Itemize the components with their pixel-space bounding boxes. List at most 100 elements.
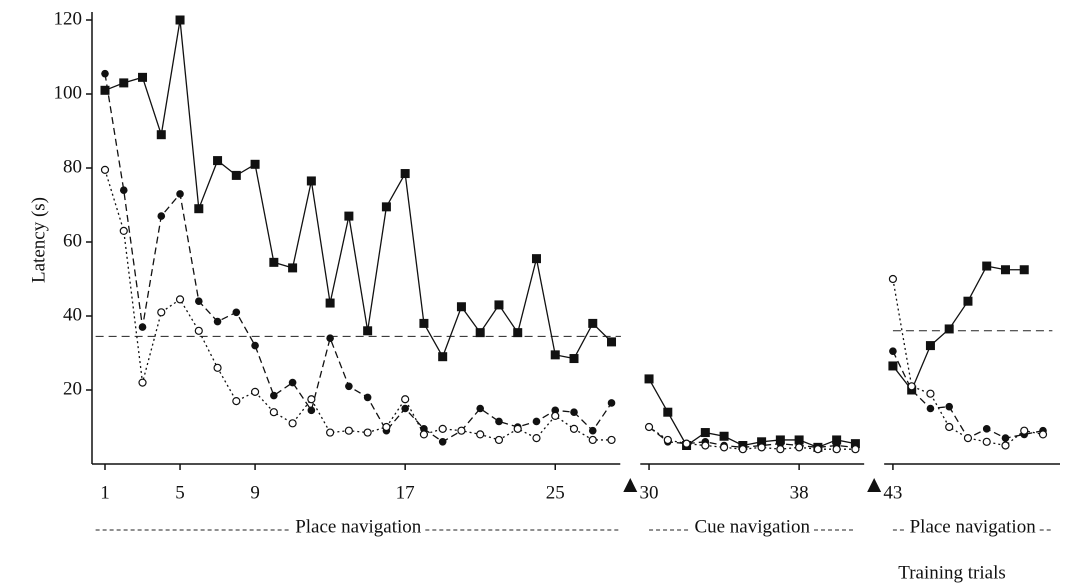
marker	[175, 295, 185, 304]
marker	[945, 422, 954, 432]
marker	[550, 350, 560, 360]
series-line	[104, 73, 1044, 449]
marker	[719, 443, 729, 452]
break-marker	[867, 478, 882, 492]
marker	[157, 308, 166, 317]
phase-label: Place navigation	[910, 516, 1037, 537]
series-line	[104, 19, 1025, 449]
marker	[1038, 430, 1048, 439]
marker	[194, 326, 203, 335]
x-tick-label: 43	[883, 482, 902, 503]
marker	[495, 417, 503, 426]
marker	[644, 422, 654, 432]
marker	[438, 424, 447, 433]
marker	[701, 441, 710, 450]
marker	[1019, 265, 1029, 275]
y-tick-label: 120	[54, 8, 83, 29]
marker	[795, 443, 804, 452]
marker	[457, 426, 466, 435]
marker	[456, 302, 466, 312]
marker	[156, 130, 166, 140]
marker	[889, 347, 897, 355]
marker	[944, 324, 954, 334]
marker	[381, 202, 391, 212]
marker	[231, 170, 241, 180]
marker	[306, 176, 316, 186]
marker	[438, 438, 447, 446]
marker	[851, 445, 860, 454]
marker	[213, 156, 223, 166]
marker	[232, 397, 241, 406]
x-tick-label: 17	[396, 482, 415, 503]
marker	[288, 263, 298, 273]
marker	[194, 204, 204, 214]
marker	[776, 439, 785, 448]
marker	[344, 426, 353, 435]
marker	[794, 435, 804, 445]
marker	[982, 261, 992, 271]
marker	[270, 391, 278, 400]
marker	[345, 382, 353, 391]
y-tick-label: 40	[63, 304, 82, 325]
marker	[1001, 441, 1010, 450]
marker	[419, 430, 429, 439]
marker	[138, 72, 148, 82]
marker	[945, 402, 953, 411]
marker	[551, 406, 560, 415]
marker	[776, 445, 785, 454]
marker	[250, 159, 260, 169]
marker	[644, 374, 654, 384]
phase-label: Place navigation	[295, 516, 422, 537]
marker	[494, 300, 504, 310]
marker	[607, 399, 616, 407]
marker	[588, 435, 597, 445]
marker	[925, 341, 935, 351]
marker	[531, 254, 541, 264]
y-tick-label: 80	[63, 156, 82, 177]
marker	[363, 428, 372, 437]
marker	[438, 352, 448, 362]
marker	[420, 425, 428, 433]
marker	[213, 317, 222, 326]
marker	[700, 428, 710, 438]
marker	[982, 425, 991, 433]
marker	[513, 424, 522, 433]
marker	[738, 445, 747, 454]
marker	[963, 434, 973, 443]
marker	[344, 211, 354, 221]
marker	[1020, 426, 1029, 435]
marker	[551, 411, 560, 420]
marker	[719, 431, 729, 441]
marker	[288, 378, 297, 387]
marker	[663, 435, 672, 445]
marker	[269, 408, 278, 417]
marker	[119, 186, 128, 194]
marker	[682, 439, 691, 448]
marker	[363, 326, 373, 336]
marker	[326, 334, 334, 343]
y-axis-label: Latency (s)	[28, 197, 49, 283]
marker	[101, 69, 109, 78]
marker	[532, 434, 541, 443]
marker	[401, 404, 409, 413]
marker	[588, 318, 598, 328]
marker	[401, 395, 410, 404]
marker	[832, 445, 841, 454]
marker	[138, 323, 147, 331]
marker	[269, 257, 279, 267]
marker	[569, 354, 579, 364]
marker	[419, 318, 429, 328]
x-tick-label: 5	[175, 482, 185, 503]
marker	[251, 341, 259, 350]
marker	[888, 361, 898, 371]
marker	[100, 165, 110, 174]
y-tick-label: 60	[63, 230, 82, 251]
marker	[307, 395, 316, 404]
marker	[232, 308, 241, 317]
marker	[250, 387, 260, 396]
marker	[213, 363, 222, 372]
marker	[100, 85, 110, 95]
marker	[982, 437, 991, 446]
marker	[888, 274, 898, 284]
